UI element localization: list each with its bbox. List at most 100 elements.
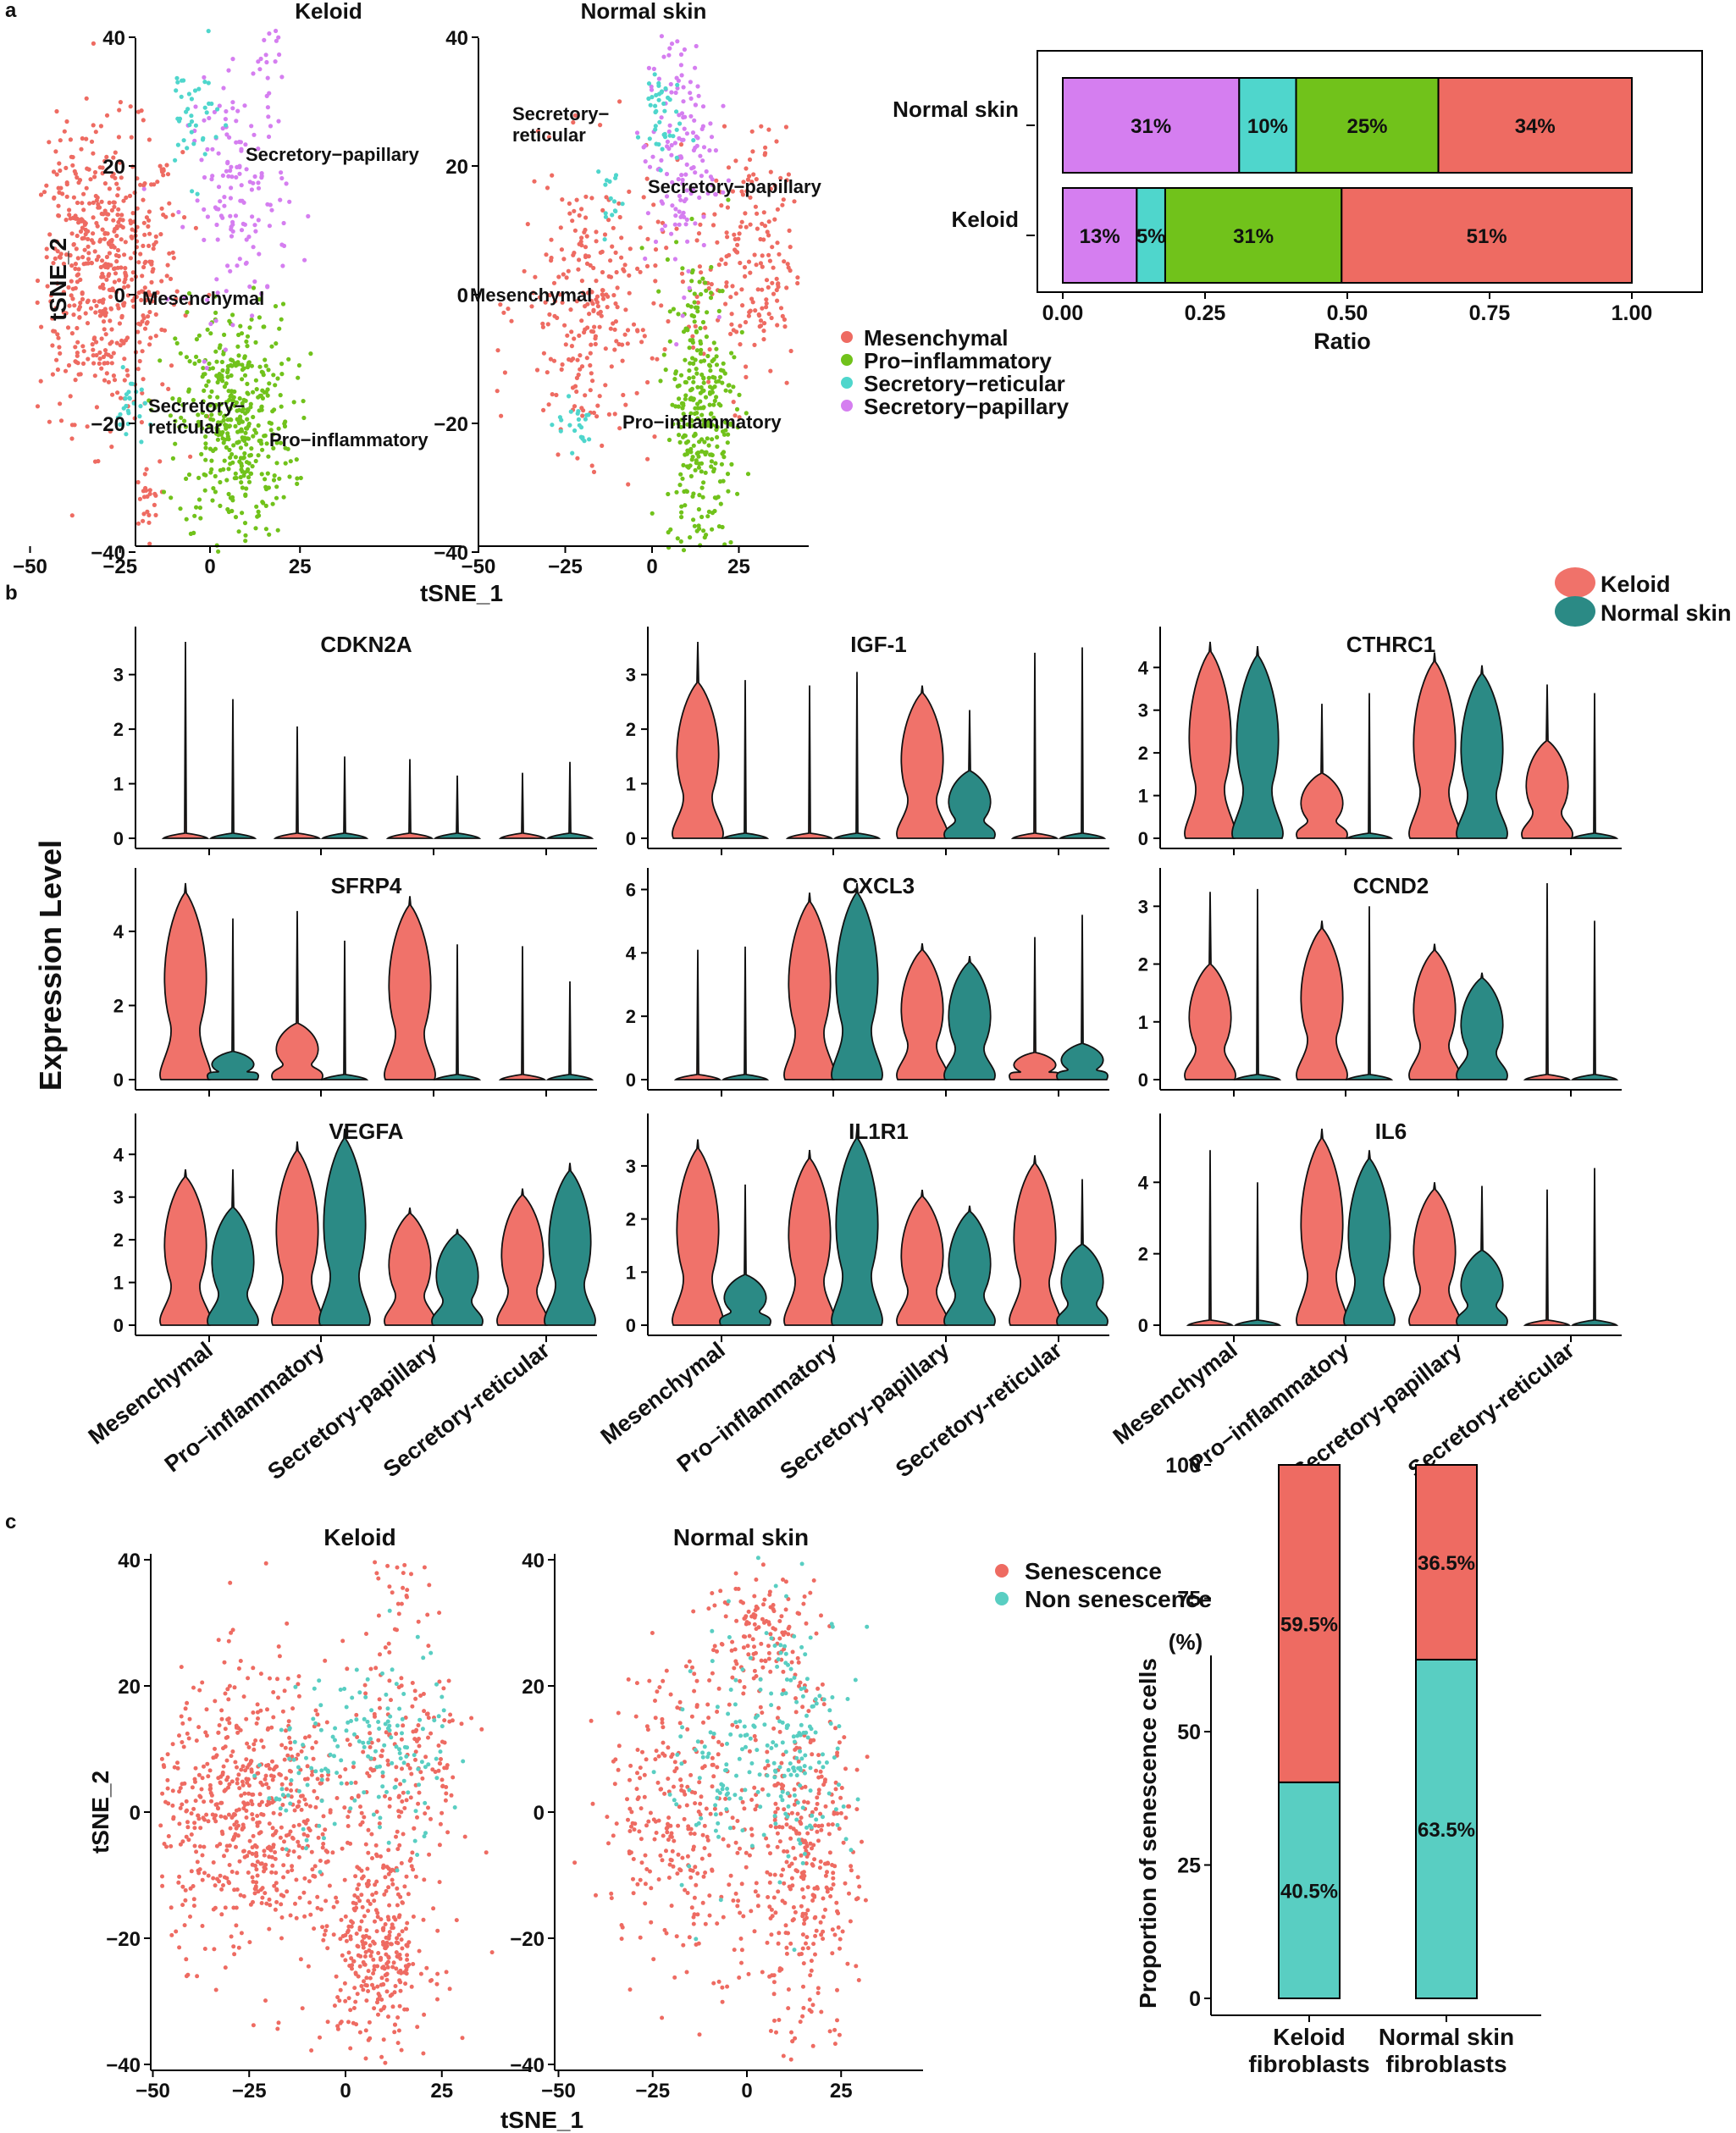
cell-point: [335, 1995, 340, 2000]
cell-point: [255, 1823, 260, 1828]
cell-point: [290, 1706, 296, 1711]
cell-point: [787, 1864, 792, 1869]
cell-point: [814, 1817, 819, 1822]
cell-point: [621, 392, 626, 398]
cell-point: [639, 1860, 644, 1865]
cell-point: [693, 102, 699, 108]
cell-point: [428, 1816, 433, 1821]
cell-point: [137, 414, 142, 419]
cell-point: [320, 1845, 325, 1850]
y-tick-label: −20: [510, 1928, 545, 1951]
cell-point: [250, 464, 255, 469]
cell-point: [321, 1937, 326, 1942]
cell-point: [227, 447, 232, 453]
cell-point: [233, 455, 238, 460]
cell-point: [791, 1905, 796, 1909]
cell-point: [727, 252, 732, 257]
cell-point: [702, 450, 707, 456]
cell-point: [712, 1806, 717, 1811]
cell-point: [92, 335, 97, 340]
cell-point: [177, 396, 182, 401]
cell-point: [804, 1935, 810, 1940]
cell-point: [256, 146, 261, 152]
cell-point: [206, 1873, 211, 1878]
cell-point: [733, 413, 738, 418]
cell-point: [432, 1718, 437, 1723]
ratio-bar-segment: [1164, 187, 1343, 284]
cell-point: [818, 1859, 823, 1864]
cell-point: [804, 1621, 809, 1626]
cell-point: [108, 306, 113, 311]
cell-point: [226, 491, 231, 497]
cell-point: [714, 427, 719, 432]
cell-point: [372, 1756, 377, 1761]
cell-point: [171, 1815, 176, 1820]
cell-point: [691, 138, 696, 143]
cell-point: [228, 1826, 233, 1831]
cell-point: [128, 104, 133, 109]
cell-point: [200, 1776, 205, 1781]
cell-point: [739, 1788, 744, 1793]
cell-point: [164, 1844, 169, 1849]
tsne-c-ylabel: tSNE_2: [87, 1771, 113, 1854]
cell-point: [82, 247, 87, 252]
cell-point: [226, 174, 231, 179]
cell-point: [230, 100, 235, 105]
cell-point: [662, 108, 667, 113]
violin-keloid: [1296, 704, 1348, 839]
cell-point: [245, 334, 251, 339]
cell-point: [352, 1732, 357, 1737]
cell-point: [280, 1847, 285, 1852]
cell-point: [225, 367, 230, 373]
cell-point: [149, 279, 154, 285]
cell-point: [229, 1870, 235, 1874]
cell-point: [788, 2057, 793, 2062]
cell-point: [58, 251, 64, 257]
cell-point: [108, 354, 113, 359]
cell-point: [772, 1768, 777, 1773]
cell-point: [801, 1601, 806, 1606]
cell-point: [165, 1752, 170, 1757]
cell-point: [147, 512, 152, 518]
cell-point: [366, 1989, 371, 1993]
cell-point: [274, 1797, 279, 1802]
cell-point: [271, 1690, 276, 1694]
cell-point: [843, 1881, 848, 1886]
cell-point: [179, 1665, 184, 1670]
cell-point: [158, 163, 163, 169]
cell-point: [362, 1914, 367, 1919]
cell-point: [374, 1854, 379, 1859]
cell-point: [484, 1850, 489, 1855]
cell-point: [382, 1743, 387, 1748]
cell-point: [739, 1948, 744, 1953]
cell-point: [254, 1867, 259, 1872]
cell-point: [365, 1677, 370, 1682]
cell-point: [683, 433, 688, 439]
cell-point: [88, 177, 93, 182]
cell-point: [740, 1747, 744, 1752]
cell-point: [764, 1619, 769, 1623]
cell-point: [595, 304, 601, 309]
cell-point: [241, 1848, 246, 1854]
cell-point: [667, 46, 672, 51]
cell-point: [228, 461, 233, 467]
cell-point: [603, 346, 608, 351]
cell-point: [412, 1737, 417, 1742]
cell-point: [677, 1804, 682, 1810]
cell-point: [591, 410, 597, 416]
cell-point: [570, 450, 575, 456]
cell-point: [135, 479, 141, 485]
cell-point: [244, 442, 249, 447]
cell-point: [368, 1666, 373, 1672]
cell-point: [394, 1765, 399, 1770]
cell-point: [196, 497, 202, 502]
cell-point: [267, 1926, 272, 1931]
cell-point: [158, 1823, 163, 1828]
tsne-a-facet-keloid: Keloid: [295, 0, 362, 24]
cell-point: [437, 1611, 442, 1616]
cell-point: [232, 1685, 237, 1690]
cell-point: [798, 1819, 803, 1824]
cell-point: [357, 2030, 362, 2035]
cell-point: [250, 313, 255, 318]
